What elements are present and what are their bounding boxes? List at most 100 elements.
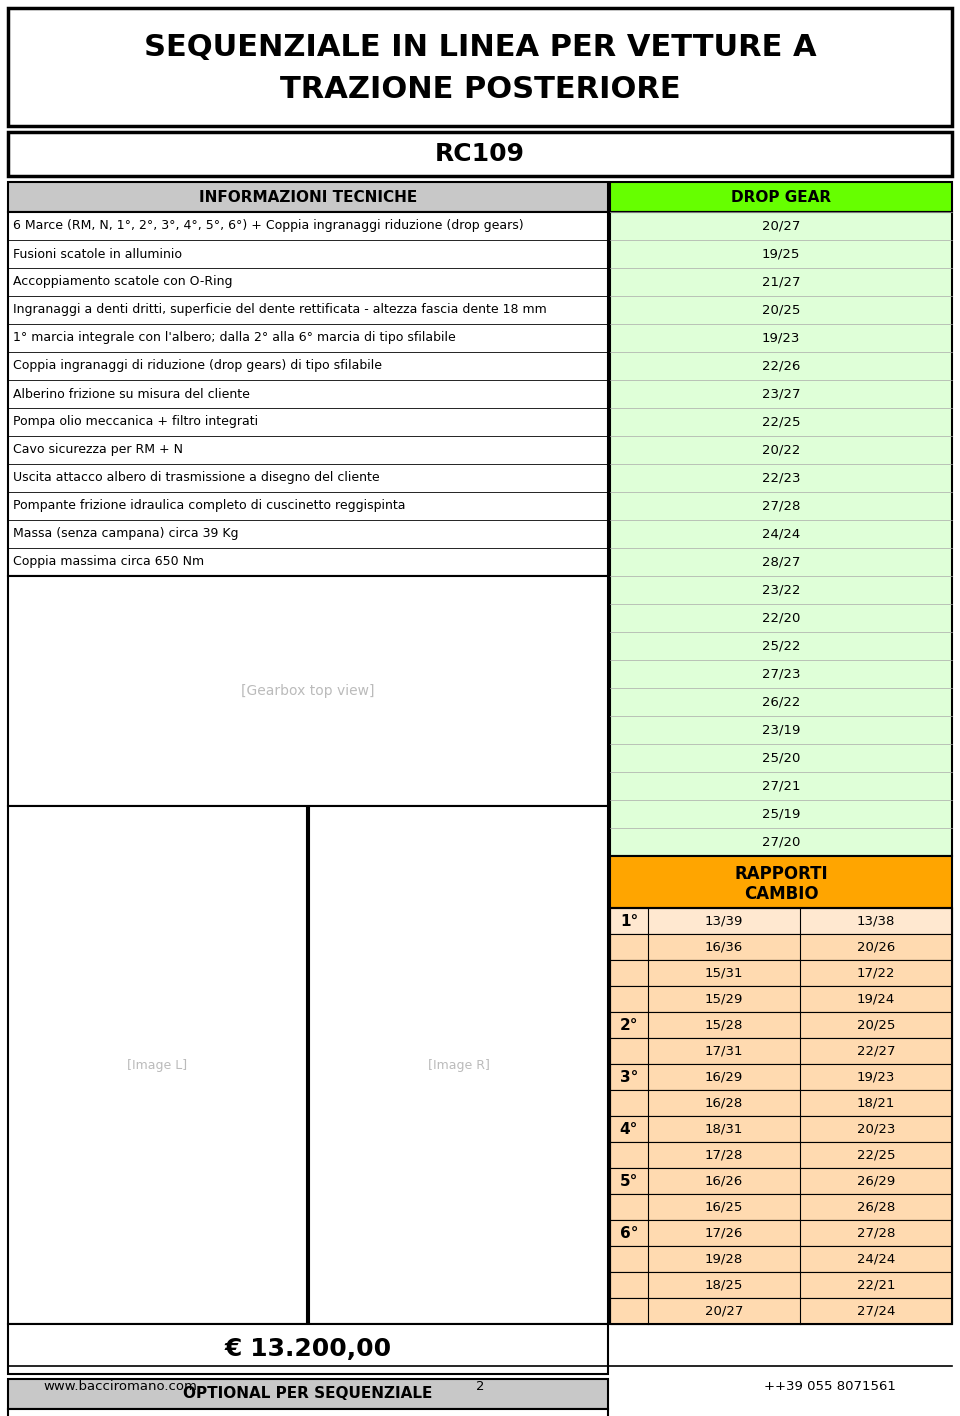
Text: 20/25: 20/25 — [857, 1018, 895, 1031]
Text: INFORMAZIONI TECNICHE: INFORMAZIONI TECNICHE — [199, 190, 418, 204]
Bar — [610, 1272, 952, 1298]
Text: Uscita attacco albero di trasmissione a disegno del cliente: Uscita attacco albero di trasmissione a … — [13, 472, 379, 484]
Text: 3°: 3° — [620, 1069, 638, 1085]
Text: 23/19: 23/19 — [762, 724, 801, 736]
Text: 22/25: 22/25 — [856, 1148, 896, 1161]
Bar — [610, 1221, 952, 1246]
Bar — [610, 1038, 952, 1063]
Bar — [610, 1141, 952, 1168]
Bar — [610, 1063, 952, 1090]
Text: 22/20: 22/20 — [762, 612, 801, 624]
Text: TRAZIONE POSTERIORE: TRAZIONE POSTERIORE — [279, 75, 681, 105]
Text: 22/27: 22/27 — [856, 1045, 896, 1058]
Bar — [610, 1090, 952, 1116]
Text: 26/29: 26/29 — [857, 1174, 895, 1188]
Text: Pompa olio meccanica + filtro integrati: Pompa olio meccanica + filtro integrati — [13, 415, 258, 429]
Bar — [8, 212, 608, 576]
Text: 24/24: 24/24 — [762, 528, 800, 541]
Text: DROP GEAR: DROP GEAR — [731, 190, 831, 204]
Bar — [610, 960, 952, 986]
Text: € 13.200,00: € 13.200,00 — [225, 1337, 392, 1361]
Text: 17/28: 17/28 — [705, 1148, 743, 1161]
Text: 27/28: 27/28 — [857, 1226, 895, 1239]
Text: [Image R]: [Image R] — [427, 1059, 490, 1072]
Text: 19/28: 19/28 — [705, 1253, 743, 1266]
Text: 22/25: 22/25 — [761, 415, 801, 429]
Bar — [8, 1379, 608, 1409]
Text: 25/20: 25/20 — [762, 752, 801, 765]
Text: 6°: 6° — [620, 1225, 638, 1240]
Text: www.bacciromano.com: www.bacciromano.com — [43, 1379, 197, 1392]
Text: 13/38: 13/38 — [857, 915, 895, 927]
Text: 15/29: 15/29 — [705, 993, 743, 1005]
Text: 22/23: 22/23 — [761, 472, 801, 484]
Text: 25/22: 25/22 — [761, 640, 801, 653]
Text: 19/25: 19/25 — [762, 248, 801, 261]
Text: 20/25: 20/25 — [762, 303, 801, 317]
Text: [Gearbox top view]: [Gearbox top view] — [241, 684, 374, 698]
Text: 20/26: 20/26 — [857, 940, 895, 953]
Text: 6 Marce (RM, N, 1°, 2°, 3°, 4°, 5°, 6°) + Coppia ingranaggi riduzione (drop gear: 6 Marce (RM, N, 1°, 2°, 3°, 4°, 5°, 6°) … — [13, 219, 523, 232]
Bar — [610, 1116, 952, 1141]
Text: 19/23: 19/23 — [762, 331, 801, 344]
Bar — [610, 212, 952, 857]
Text: Massa (senza campana) circa 39 Kg: Massa (senza campana) circa 39 Kg — [13, 528, 238, 541]
Text: Ingranaggi a denti dritti, superficie del dente rettificata - altezza fascia den: Ingranaggi a denti dritti, superficie de… — [13, 303, 547, 317]
Bar — [610, 183, 952, 212]
Text: 17/22: 17/22 — [856, 967, 896, 980]
Text: [Image L]: [Image L] — [128, 1059, 187, 1072]
Text: 17/26: 17/26 — [705, 1226, 743, 1239]
Text: Pompante frizione idraulica completo di cuscinetto reggispinta: Pompante frizione idraulica completo di … — [13, 500, 405, 513]
Bar — [610, 1168, 952, 1194]
Text: Coppia ingranaggi di riduzione (drop gears) di tipo sfilabile: Coppia ingranaggi di riduzione (drop gea… — [13, 360, 382, 372]
Text: 4°: 4° — [620, 1121, 638, 1137]
Bar — [610, 1298, 952, 1324]
Bar — [8, 806, 307, 1324]
Bar — [610, 908, 952, 1324]
Text: 20/22: 20/22 — [762, 443, 801, 456]
Bar — [610, 857, 952, 908]
Text: ++39 055 8071561: ++39 055 8071561 — [764, 1379, 896, 1392]
Text: 19/23: 19/23 — [857, 1070, 895, 1083]
Text: 23/22: 23/22 — [761, 583, 801, 596]
Bar — [610, 1012, 952, 1038]
Text: 13/39: 13/39 — [705, 915, 743, 927]
Bar — [8, 132, 952, 176]
Text: 22/21: 22/21 — [856, 1279, 896, 1291]
Text: 2: 2 — [476, 1379, 484, 1392]
Text: 5°: 5° — [620, 1174, 638, 1188]
Text: 17/31: 17/31 — [705, 1045, 743, 1058]
Bar — [8, 576, 608, 806]
Text: 20/27: 20/27 — [762, 219, 801, 232]
Text: 1°: 1° — [620, 913, 638, 929]
Bar — [610, 986, 952, 1012]
Text: Cavo sicurezza per RM + N: Cavo sicurezza per RM + N — [13, 443, 183, 456]
Text: SEQUENZIALE IN LINEA PER VETTURE A: SEQUENZIALE IN LINEA PER VETTURE A — [144, 34, 816, 62]
Text: 27/21: 27/21 — [761, 779, 801, 793]
Text: 26/22: 26/22 — [762, 695, 801, 708]
Text: 18/25: 18/25 — [705, 1279, 743, 1291]
Text: OPTIONAL PER SEQUENZIALE: OPTIONAL PER SEQUENZIALE — [183, 1386, 433, 1402]
Text: 16/29: 16/29 — [705, 1070, 743, 1083]
Text: RC109: RC109 — [435, 142, 525, 166]
Bar — [8, 183, 608, 212]
Text: 24/24: 24/24 — [857, 1253, 895, 1266]
Bar — [8, 8, 952, 126]
Text: Fusioni scatole in alluminio: Fusioni scatole in alluminio — [13, 248, 182, 261]
Text: RAPPORTI: RAPPORTI — [734, 865, 828, 884]
Bar — [309, 806, 608, 1324]
Text: Accoppiamento scatole con O-Ring: Accoppiamento scatole con O-Ring — [13, 276, 232, 289]
Text: 2°: 2° — [620, 1018, 638, 1032]
Text: 22/26: 22/26 — [762, 360, 801, 372]
Text: 20/27: 20/27 — [705, 1304, 743, 1317]
Text: 16/26: 16/26 — [705, 1174, 743, 1188]
Bar — [610, 1246, 952, 1272]
Text: 27/24: 27/24 — [857, 1304, 895, 1317]
Text: 27/28: 27/28 — [762, 500, 801, 513]
Text: 16/28: 16/28 — [705, 1096, 743, 1110]
Bar — [610, 1194, 952, 1221]
Text: 19/24: 19/24 — [857, 993, 895, 1005]
Text: 1° marcia integrale con l'albero; dalla 2° alla 6° marcia di tipo sfilabile: 1° marcia integrale con l'albero; dalla … — [13, 331, 456, 344]
Text: 15/28: 15/28 — [705, 1018, 743, 1031]
Text: 28/27: 28/27 — [762, 555, 801, 568]
